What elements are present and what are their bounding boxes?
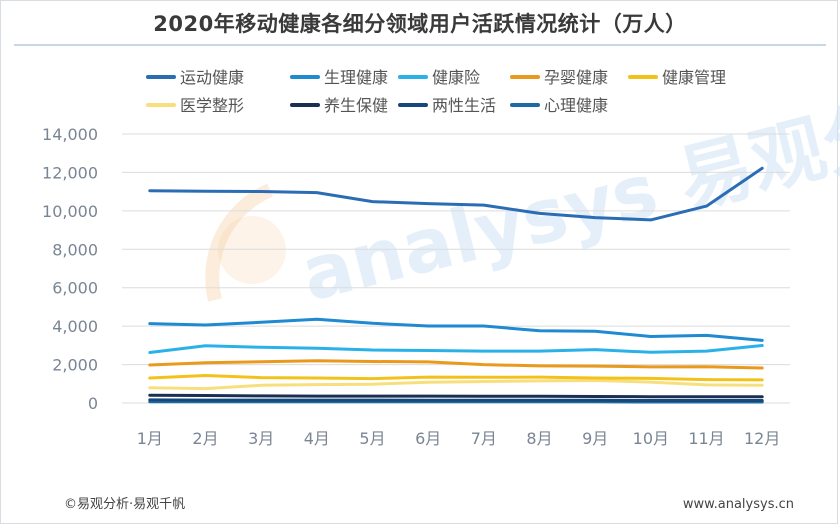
watermark-arc	[205, 183, 273, 302]
legend-entry: 健康险	[432, 68, 480, 87]
x-tick-label: 12月	[744, 429, 780, 448]
series-line-两性生活	[148, 398, 764, 402]
y-tick-label: 4,000	[52, 317, 98, 336]
series-line-生理健康	[148, 317, 764, 342]
title-divider	[14, 44, 826, 46]
legend-entry: 生理健康	[324, 68, 388, 87]
legend-entry: 养生保健	[324, 96, 388, 115]
legend-entry: 两性生活	[432, 96, 496, 115]
y-axis: 0 2,000 4,000 6,000 8,000 10,000 12,000 14,000	[42, 125, 98, 413]
x-tick-label: 7月	[471, 429, 497, 448]
x-tick-label: 10月	[633, 429, 669, 448]
y-tick-label: 12,000	[42, 163, 98, 182]
x-tick-label: 11月	[688, 429, 724, 448]
x-tick-label: 2月	[192, 429, 218, 448]
x-axis: 1月 2月 3月 4月 5月 6月 7月 8月 9月 10月 11月 12月	[137, 429, 781, 448]
y-tick-label: 10,000	[42, 202, 98, 221]
legend-entry: 运动健康	[180, 68, 244, 87]
y-tick-label: 14,000	[42, 125, 98, 144]
series-line-孕婴健康	[148, 359, 764, 370]
x-tick-label: 6月	[415, 429, 441, 448]
x-tick-label: 4月	[304, 429, 330, 448]
series-line-养生保健	[148, 393, 764, 399]
legend-entry: 孕婴健康	[544, 68, 608, 87]
legend-entry: 健康管理	[662, 68, 726, 87]
source-credit: ©易观分析·易观千帆	[64, 497, 186, 512]
series-line-健康险	[148, 344, 764, 354]
x-tick-label: 5月	[359, 429, 385, 448]
series-line-运动健康	[148, 166, 764, 222]
website-url: www.analysys.cn	[682, 497, 794, 512]
y-tick-label: 2,000	[52, 356, 98, 375]
y-tick-label: 0	[88, 394, 98, 413]
y-tick-label: 6,000	[52, 279, 98, 298]
chart-title: 2020年移动健康各细分领域用户活跃情况统计（万人）	[153, 12, 687, 36]
x-tick-label: 1月	[137, 429, 163, 448]
series-lines	[148, 166, 764, 404]
x-tick-label: 9月	[582, 429, 608, 448]
series-line-健康管理	[148, 374, 764, 382]
series-line-医学整形	[148, 379, 764, 391]
y-tick-label: 8,000	[52, 240, 98, 259]
legend-entry: 心理健康	[544, 96, 608, 115]
watermark-dot	[218, 216, 286, 284]
x-tick-label: 3月	[248, 429, 274, 448]
x-tick-label: 8月	[526, 429, 552, 448]
legend-entry: 医学整形	[180, 96, 244, 115]
